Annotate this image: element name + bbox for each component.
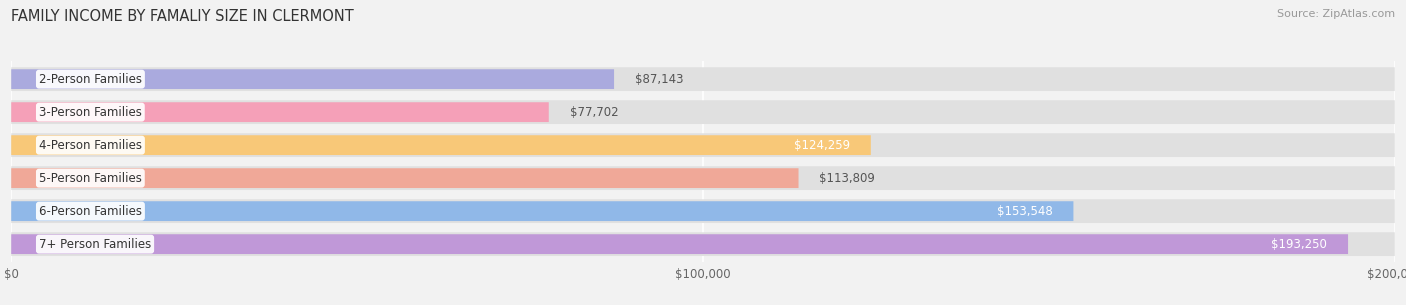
Text: 2-Person Families: 2-Person Families bbox=[39, 73, 142, 86]
Text: 4-Person Families: 4-Person Families bbox=[39, 139, 142, 152]
Text: $193,250: $193,250 bbox=[1271, 238, 1327, 251]
Text: 7+ Person Families: 7+ Person Families bbox=[39, 238, 152, 251]
FancyBboxPatch shape bbox=[11, 234, 1348, 254]
Text: $124,259: $124,259 bbox=[794, 139, 851, 152]
FancyBboxPatch shape bbox=[11, 133, 1395, 157]
FancyBboxPatch shape bbox=[11, 201, 1073, 221]
Text: Source: ZipAtlas.com: Source: ZipAtlas.com bbox=[1277, 9, 1395, 19]
FancyBboxPatch shape bbox=[11, 168, 799, 188]
FancyBboxPatch shape bbox=[11, 232, 1395, 256]
Text: 5-Person Families: 5-Person Families bbox=[39, 172, 142, 185]
FancyBboxPatch shape bbox=[11, 135, 870, 155]
FancyBboxPatch shape bbox=[11, 166, 1395, 190]
FancyBboxPatch shape bbox=[11, 100, 1395, 124]
FancyBboxPatch shape bbox=[11, 102, 548, 122]
Text: 6-Person Families: 6-Person Families bbox=[39, 205, 142, 218]
Text: $153,548: $153,548 bbox=[997, 205, 1053, 218]
Text: FAMILY INCOME BY FAMALIY SIZE IN CLERMONT: FAMILY INCOME BY FAMALIY SIZE IN CLERMON… bbox=[11, 9, 354, 24]
FancyBboxPatch shape bbox=[11, 67, 1395, 91]
FancyBboxPatch shape bbox=[11, 199, 1395, 223]
Text: $77,702: $77,702 bbox=[569, 106, 619, 119]
Text: $87,143: $87,143 bbox=[636, 73, 683, 86]
FancyBboxPatch shape bbox=[11, 69, 614, 89]
Text: $113,809: $113,809 bbox=[820, 172, 875, 185]
Text: 3-Person Families: 3-Person Families bbox=[39, 106, 142, 119]
